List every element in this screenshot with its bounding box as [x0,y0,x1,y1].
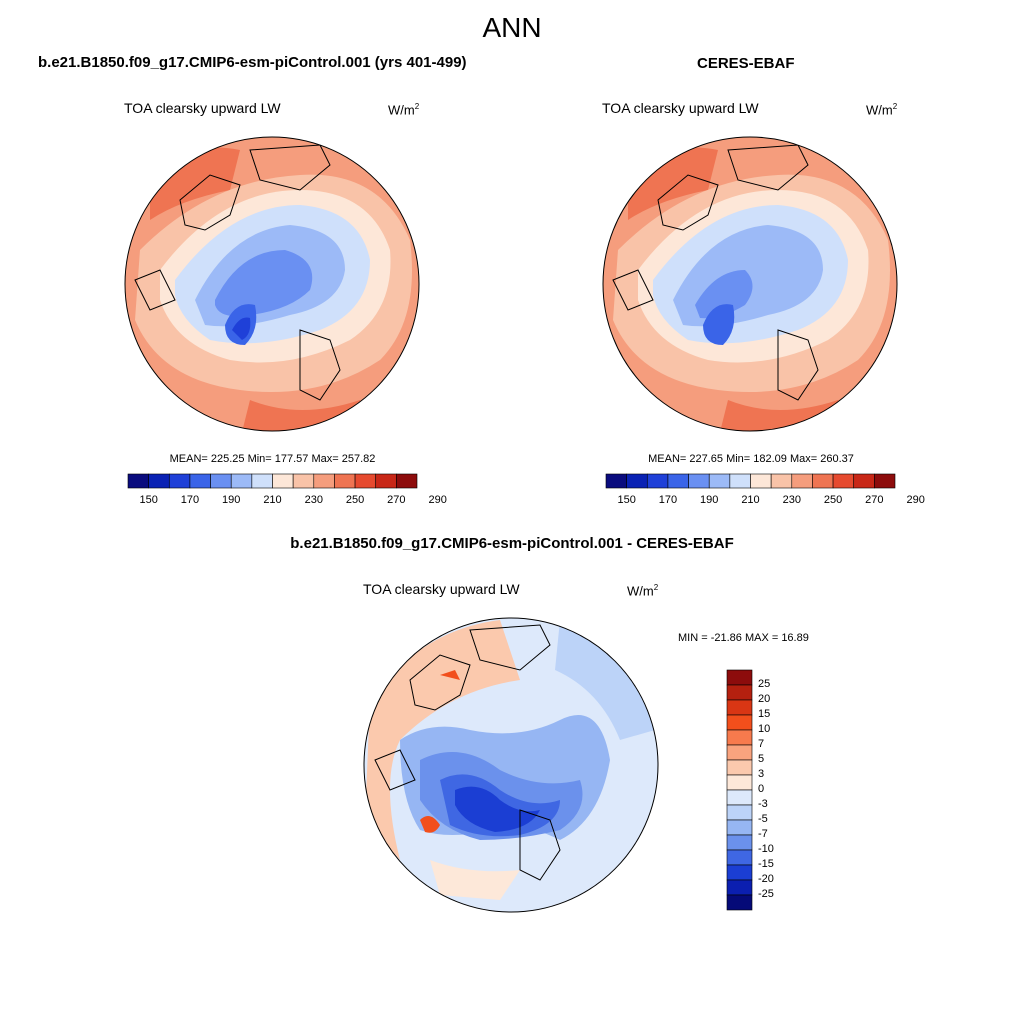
colorbar-tick-label: -10 [758,843,774,855]
colorbar-tick-label: 3 [758,768,765,780]
colorbar-swatch [726,669,753,686]
diff-variable-label: TOA clearsky upward LW [363,581,520,597]
colorbar-tick-label: 20 [758,693,771,705]
diff-stats-label: MIN = -21.86 MAX = 16.89 [678,632,809,644]
colorbar-tick-label: 150 [617,494,636,506]
model-panel-title: b.e21.B1850.f09_g17.CMIP6-esm-piControl.… [38,54,467,71]
obs-stats-label: MEAN= 227.65 Min= 182.09 Max= 260.37 [648,453,854,465]
colorbar-swatch [396,473,418,489]
obs-units-label: W/m2 [866,102,898,118]
colorbar-swatch [272,473,294,489]
colorbar-swatch [127,473,149,489]
colorbar-swatch [313,473,335,489]
colorbar-tick-label: 0 [758,783,765,795]
colorbar-swatch [726,729,753,746]
colorbar-swatch [874,473,896,489]
colorbar-tick-label: 230 [782,494,801,506]
colorbar-swatch [354,473,377,489]
obs-polar-map [602,136,898,432]
colorbar-swatch [708,473,731,489]
colorbar-swatch [626,473,648,489]
diff-polar-map [363,617,659,913]
colorbar-swatch [646,473,669,489]
colorbar-tick-label: 10 [758,723,771,735]
obs-panel-title: CERES-EBAF [697,55,795,72]
colorbar-tick-label: 250 [823,494,843,506]
colorbar-swatch [726,819,753,836]
colorbar-swatch [334,473,356,489]
colorbar-tick-label: 290 [906,494,925,506]
colorbar-swatch [726,804,753,821]
colorbar-tick-label: -25 [758,888,774,900]
colorbar-swatch [667,473,689,489]
colorbar-swatch [750,473,772,489]
model-stats-label: MEAN= 225.25 Min= 177.57 Max= 257.82 [169,453,376,465]
colorbar-swatch [726,744,753,761]
model-units-label: W/m2 [388,102,420,118]
colorbar-swatch [251,473,273,489]
colorbar-tick-label: 170 [180,494,200,506]
colorbar-tick-label: -7 [758,828,768,840]
colorbar-swatch [605,473,627,489]
colorbar-tick-label: 7 [758,738,765,750]
colorbar-swatch [210,473,232,489]
colorbar-swatch [791,473,813,489]
colorbar-swatch [729,473,751,489]
colorbar-swatch [189,473,211,489]
colorbar-swatch [770,473,793,489]
colorbar-tick-label: 25 [758,678,771,690]
colorbar-swatch [688,473,710,489]
colorbar-tick-label: 5 [758,753,765,765]
colorbar-tick-label: -3 [758,798,768,810]
colorbar-tick-label: 230 [304,494,323,506]
diff-panel-title: b.e21.B1850.f09_g17.CMIP6-esm-piControl.… [290,535,734,552]
colorbar-tick-label: 290 [428,494,447,506]
model-colorbar [127,473,418,489]
colorbar-swatch [726,834,753,851]
colorbar-swatch [148,473,170,489]
colorbar-tick-label: -5 [758,813,768,825]
figure-title: ANN [482,12,542,43]
colorbar-swatch [726,789,753,806]
colorbar-swatch [726,714,753,731]
colorbar-swatch [726,699,753,716]
colorbar-swatch [812,473,834,489]
colorbar-tick-label: 210 [263,494,282,506]
colorbar-tick-label: 250 [345,494,365,506]
diff-units-label: W/m2 [627,583,659,599]
colorbar-tick-label: 150 [139,494,158,506]
colorbar-swatch [168,473,191,489]
colorbar-swatch [726,894,753,911]
colorbar-swatch [832,473,855,489]
colorbar-swatch [726,759,753,776]
colorbar-tick-label: 15 [758,708,771,720]
colorbar-swatch [230,473,253,489]
colorbar-swatch [726,864,753,881]
diff-colorbar [726,669,753,911]
obs-colorbar [605,473,896,489]
colorbar-tick-label: 170 [658,494,678,506]
colorbar-swatch [726,684,753,701]
colorbar-swatch [292,473,315,489]
colorbar-swatch [726,774,753,791]
colorbar-tick-label: 210 [741,494,760,506]
colorbar-tick-label: 270 [865,494,884,506]
colorbar-swatch [853,473,875,489]
model-variable-label: TOA clearsky upward LW [124,100,281,116]
colorbar-swatch [726,849,753,866]
colorbar-tick-label: -15 [758,858,774,870]
colorbar-tick-label: 190 [700,494,719,506]
colorbar-swatch [375,473,397,489]
colorbar-tick-label: -20 [758,873,774,885]
colorbar-tick-label: 190 [222,494,241,506]
colorbar-tick-label: 270 [387,494,406,506]
colorbar-swatch [726,879,753,896]
model-polar-map [124,136,420,432]
obs-variable-label: TOA clearsky upward LW [602,100,759,116]
